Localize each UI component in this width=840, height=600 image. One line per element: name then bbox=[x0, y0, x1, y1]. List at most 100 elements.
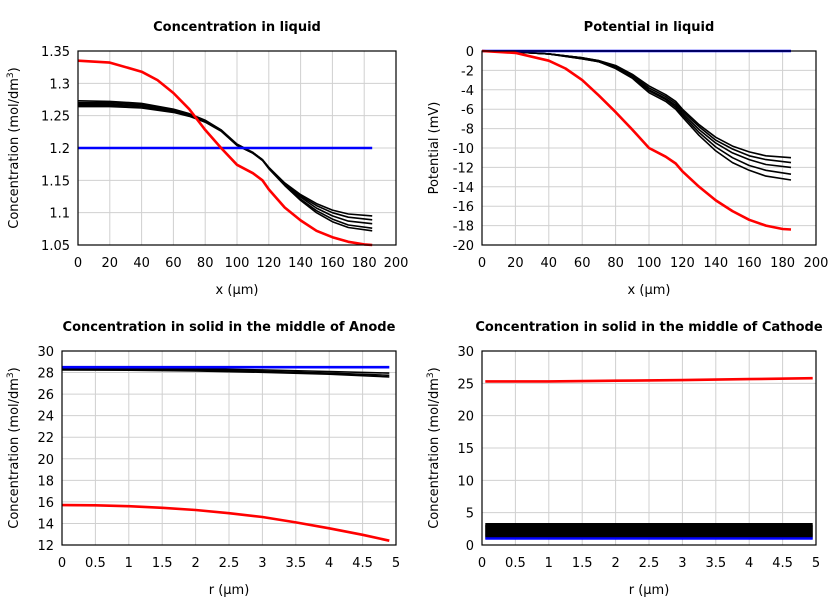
x-tick-label: 0 bbox=[58, 556, 66, 571]
y-tick-label: 1.35 bbox=[41, 45, 70, 60]
y-axis-label-text: Concentration (mol/dm bbox=[7, 78, 22, 229]
x-tick-label: 0 bbox=[478, 256, 486, 271]
x-tick-label: 1.5 bbox=[152, 556, 173, 571]
series-line-5 bbox=[481, 50, 792, 181]
subplot-2: 0 20 40 60 80 100 120 140 160 180 200-20-18-16-14-… bbox=[427, 20, 828, 298]
x-tick-label: 140 bbox=[703, 256, 728, 271]
x-tick-label: 3.5 bbox=[705, 556, 726, 571]
y-tick-label: 1.2 bbox=[49, 142, 70, 157]
y-tick-label: 18 bbox=[37, 474, 54, 489]
x-axis-label: x (µm) bbox=[628, 283, 671, 298]
x-tick-label: 3 bbox=[258, 556, 266, 571]
chart-title: Concentration in solid in the middle of … bbox=[475, 320, 823, 335]
x-tick-label: 120 bbox=[670, 256, 695, 271]
series-line-4 bbox=[78, 104, 373, 229]
y-tick-label: 30 bbox=[457, 345, 474, 360]
y-axis-label-superscript: 3 bbox=[6, 372, 16, 378]
y-tick-label: 1.1 bbox=[49, 207, 70, 222]
x-tick-label: 4.5 bbox=[772, 556, 793, 571]
y-tick-label: -10 bbox=[453, 142, 474, 157]
subplot-1: 0 20 40 60 80 100 120 140 160 180 200 1.05 1.1 1.15 1.… bbox=[6, 20, 408, 298]
series-line-5 bbox=[78, 105, 373, 232]
y-tick-label: 1.25 bbox=[41, 110, 70, 125]
y-tick-label: -8 bbox=[461, 123, 474, 138]
x-tick-label: 140 bbox=[288, 256, 313, 271]
subplot-4: 0 0.5 1 1.5 2 2.5 3 3.5 4 4.5 5051015202530Concent… bbox=[426, 320, 823, 598]
y-tick-label: -4 bbox=[461, 84, 474, 99]
x-tick-label: 200 bbox=[804, 256, 829, 271]
x-tick-label: 4.5 bbox=[352, 556, 373, 571]
series-line-3 bbox=[78, 103, 373, 225]
series-line-3 bbox=[61, 369, 390, 378]
x-tick-label: 160 bbox=[737, 256, 762, 271]
series-line-5 bbox=[61, 503, 390, 542]
x-tick-label: 0.5 bbox=[85, 556, 106, 571]
plot-frame bbox=[61, 350, 397, 546]
y-tick-label: -14 bbox=[453, 181, 474, 196]
y-tick-label: -20 bbox=[453, 239, 474, 254]
x-tick-label: 4 bbox=[325, 556, 333, 571]
chart-title: Concentration in solid in the middle of … bbox=[63, 320, 396, 335]
y-axis-label-text: Potential (mV) bbox=[427, 102, 442, 195]
x-tick-label: 1 bbox=[545, 556, 553, 571]
x-tick-label: 2 bbox=[191, 556, 199, 571]
x-tick-label: 1.5 bbox=[572, 556, 593, 571]
y-axis-label-text: Concentration (mol/dm bbox=[427, 378, 442, 529]
y-axis-label-end: ) bbox=[7, 367, 22, 372]
y-tick-label: 20 bbox=[37, 453, 54, 468]
series-line-4 bbox=[481, 50, 792, 175]
x-tick-label: 80 bbox=[197, 256, 214, 271]
y-axis-label: Potential (mV) bbox=[427, 102, 442, 195]
y-axis-label-end: ) bbox=[427, 367, 442, 372]
y-tick-label: 14 bbox=[37, 517, 54, 532]
subplot-3: 0 0.5 1 1.5 2 2.5 3 3.5 4 4.5 5 12 14 16 18 20 22 24 26 28 3… bbox=[6, 320, 400, 598]
x-axis-label: r (µm) bbox=[209, 583, 250, 598]
x-tick-label: 100 bbox=[225, 256, 250, 271]
plot-frame bbox=[481, 50, 817, 246]
x-tick-label: 5 bbox=[812, 556, 820, 571]
y-axis-label-superscript: 3 bbox=[426, 372, 436, 378]
x-tick-label: 120 bbox=[256, 256, 281, 271]
y-tick-label: 1.05 bbox=[41, 239, 70, 254]
chart-title: Concentration in liquid bbox=[153, 20, 321, 35]
x-tick-label: 100 bbox=[637, 256, 662, 271]
x-tick-label: 2.5 bbox=[219, 556, 240, 571]
series-line-7 bbox=[77, 59, 373, 247]
y-tick-label: 0 bbox=[466, 45, 474, 60]
x-tick-label: 0 bbox=[74, 256, 82, 271]
x-tick-label: 3.5 bbox=[285, 556, 306, 571]
series-line-2 bbox=[61, 367, 390, 377]
x-tick-label: 60 bbox=[574, 256, 591, 271]
y-tick-label: 28 bbox=[37, 367, 54, 382]
x-tick-label: 180 bbox=[352, 256, 377, 271]
y-tick-label: 30 bbox=[37, 345, 54, 360]
y-tick-label: 5 bbox=[466, 507, 474, 522]
y-tick-label: 15 bbox=[457, 442, 474, 457]
y-tick-label: 22 bbox=[37, 431, 54, 446]
y-tick-label: -16 bbox=[453, 200, 474, 215]
y-tick-label: 1.15 bbox=[41, 174, 70, 189]
x-tick-label: 0.5 bbox=[505, 556, 526, 571]
y-axis-label-text: Concentration (mol/dm bbox=[7, 378, 22, 529]
series-line-1 bbox=[481, 50, 792, 159]
series-line-1 bbox=[77, 100, 373, 217]
y-tick-label: -12 bbox=[453, 161, 474, 176]
x-tick-label: 40 bbox=[133, 256, 150, 271]
y-tick-label: -18 bbox=[453, 220, 474, 235]
x-tick-label: 200 bbox=[384, 256, 409, 271]
plot-frame bbox=[481, 350, 817, 546]
y-tick-label: 24 bbox=[37, 410, 54, 425]
x-tick-label: 5 bbox=[392, 556, 400, 571]
series-line-2 bbox=[78, 101, 373, 221]
x-tick-label: 80 bbox=[607, 256, 624, 271]
x-tick-label: 1 bbox=[125, 556, 133, 571]
x-tick-label: 180 bbox=[770, 256, 795, 271]
x-tick-label: 4 bbox=[745, 556, 753, 571]
y-tick-label: -6 bbox=[461, 103, 474, 118]
y-tick-label: 20 bbox=[457, 410, 474, 425]
x-tick-label: 20 bbox=[507, 256, 524, 271]
y-axis-label: Concentration (mol/dm3) bbox=[6, 67, 22, 229]
chart-title: Potential in liquid bbox=[584, 20, 715, 35]
